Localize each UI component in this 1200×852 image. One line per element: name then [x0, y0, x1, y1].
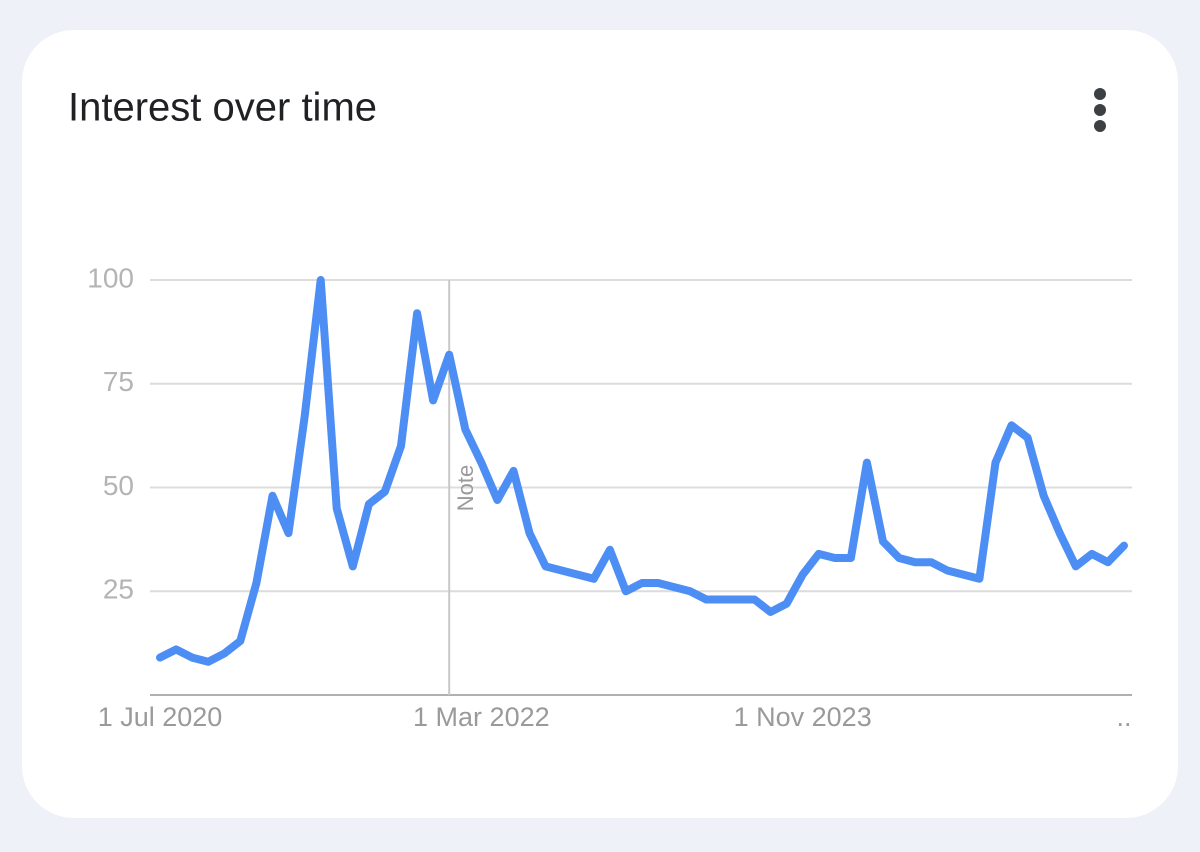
x-tick-label: 1 Nov 2023 — [734, 702, 872, 732]
trend-line — [156, 276, 1128, 666]
x-tick-label: .. — [1116, 702, 1131, 732]
x-tick-label: 1 Jul 2020 — [98, 702, 223, 732]
y-tick-label: 50 — [103, 470, 134, 501]
note-label: Note — [453, 465, 478, 511]
chart-title: Interest over time — [68, 86, 377, 130]
x-tick-label: 1 Mar 2022 — [413, 702, 550, 732]
menu-dot — [1094, 88, 1106, 100]
y-tick-label: 75 — [103, 366, 134, 397]
y-tick-label: 25 — [103, 574, 134, 605]
menu-dot — [1094, 104, 1106, 116]
y-tick-label: 100 — [87, 262, 134, 293]
menu-button[interactable] — [1094, 88, 1106, 132]
menu-dot — [1094, 120, 1106, 132]
card — [22, 30, 1178, 818]
